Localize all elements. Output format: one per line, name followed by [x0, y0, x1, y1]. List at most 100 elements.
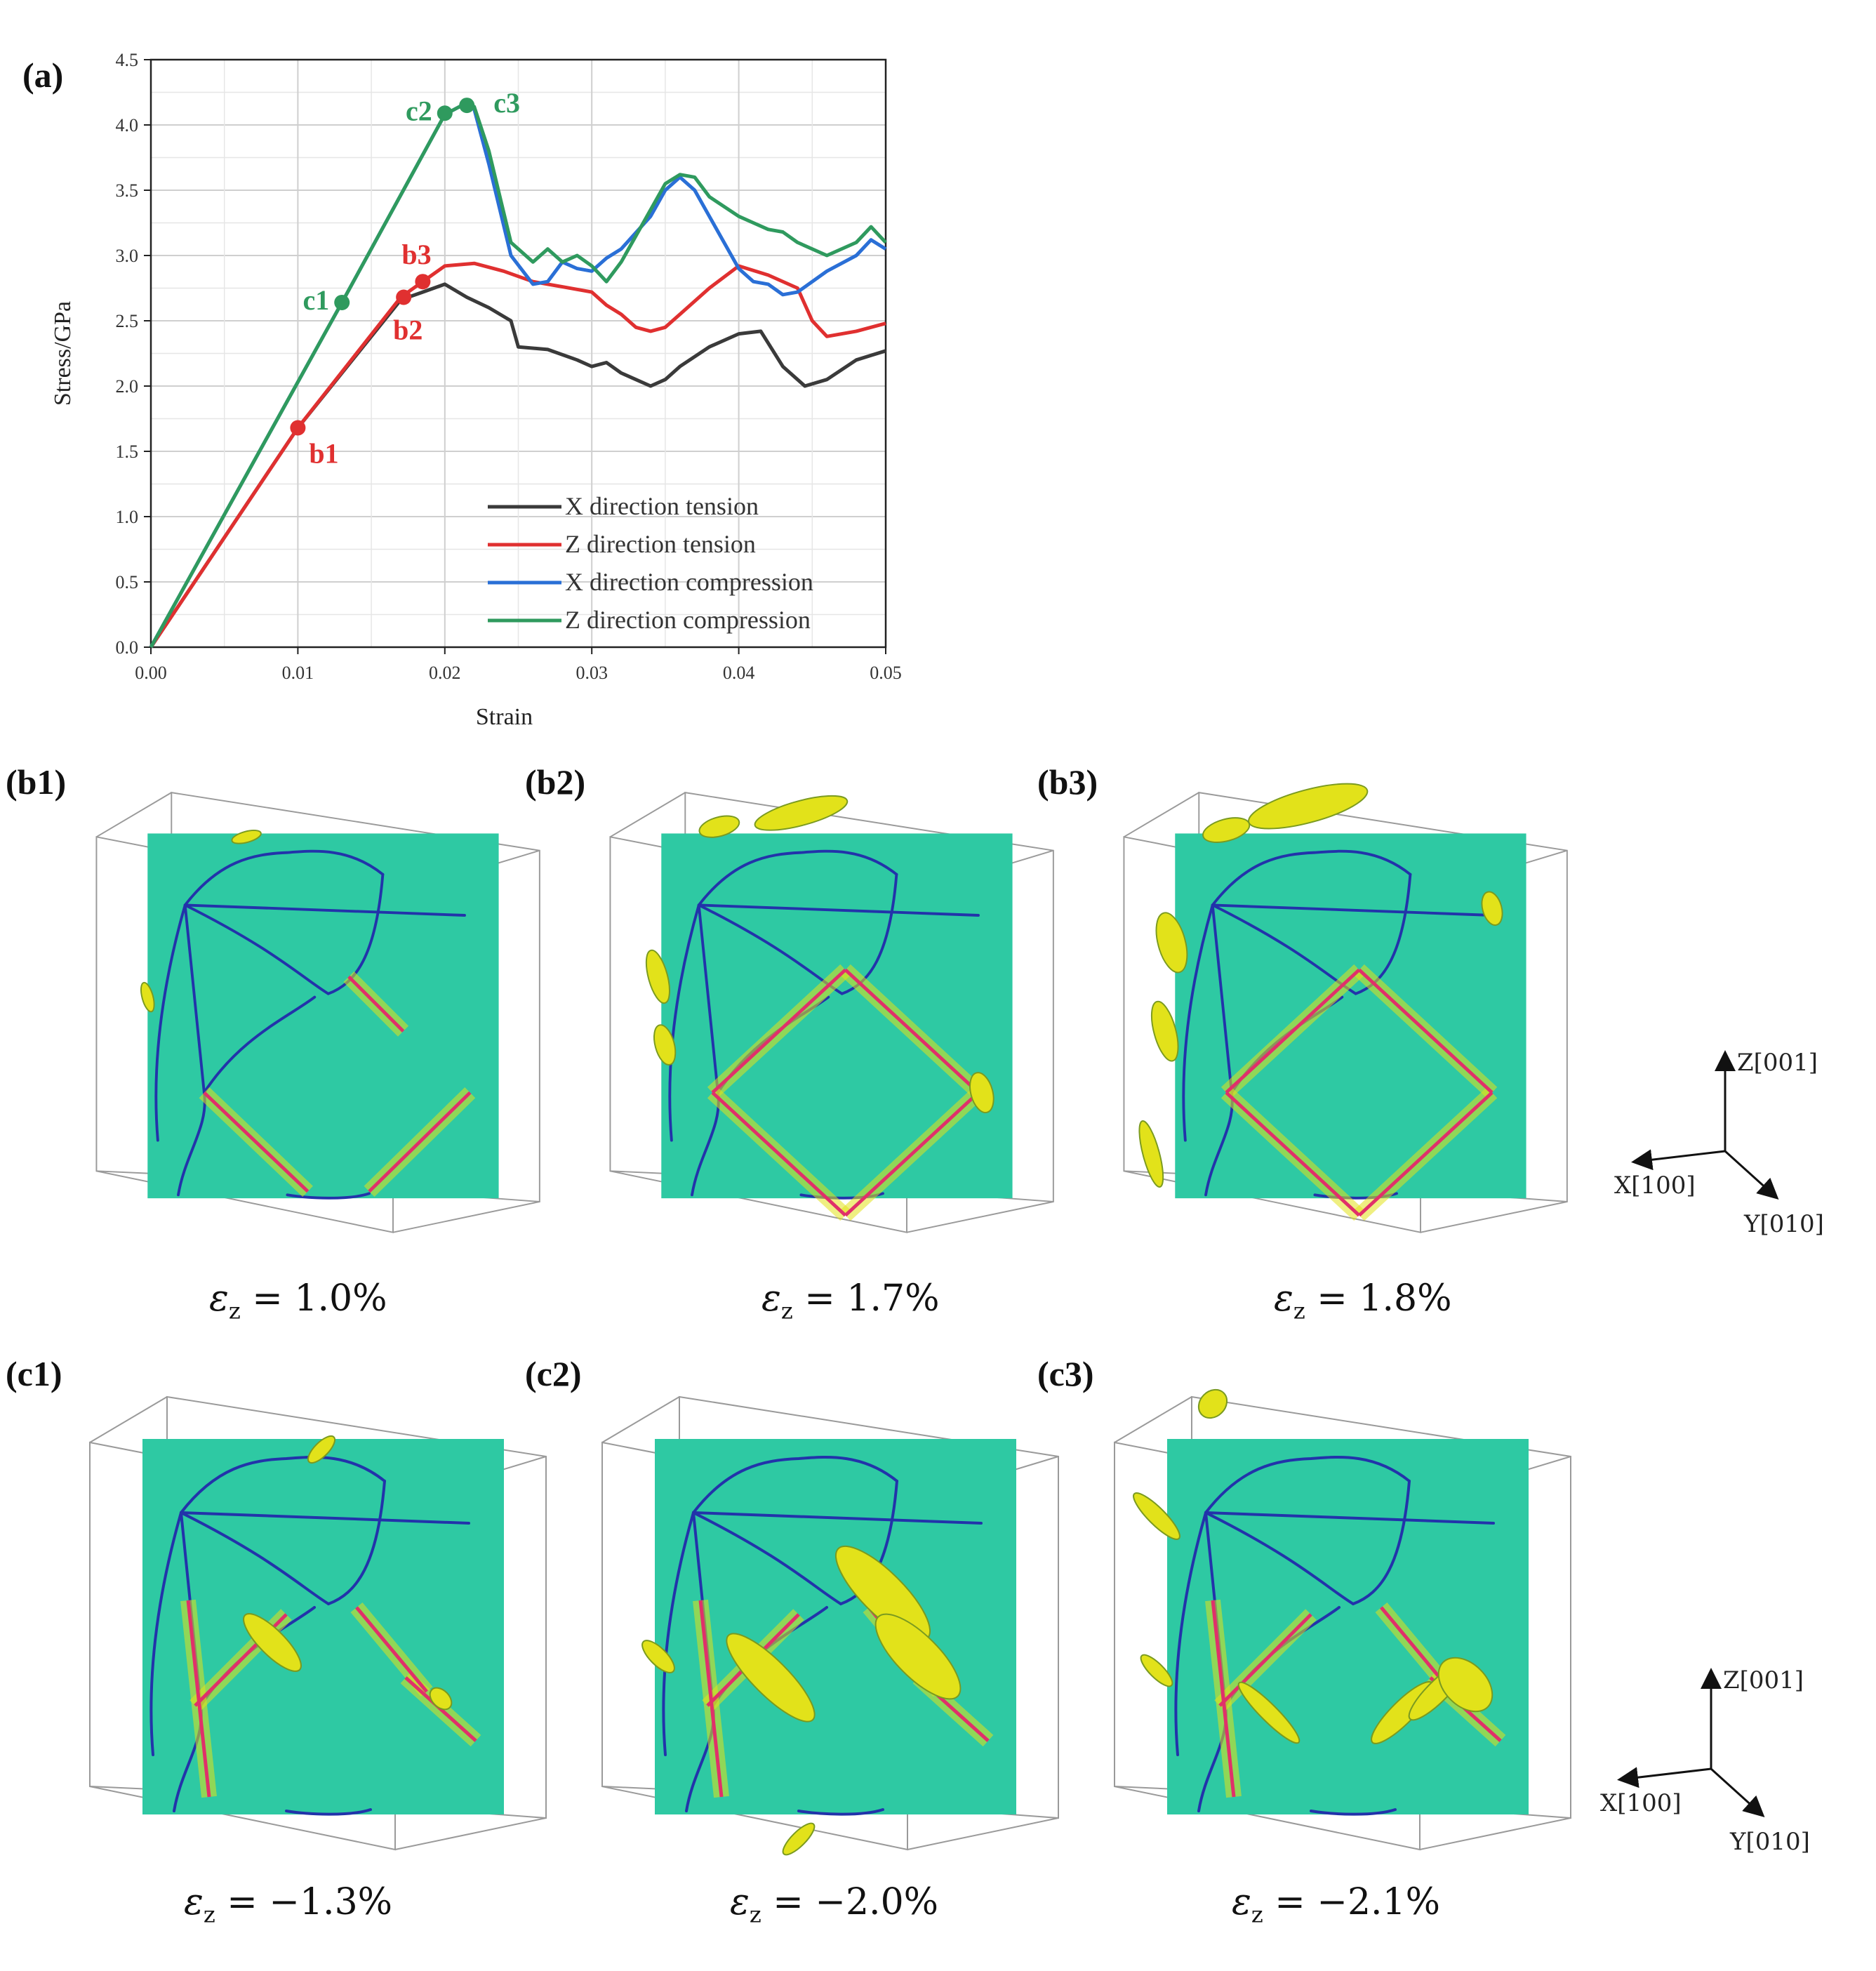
- twin-boundary: [186, 1600, 211, 1798]
- defect-cluster: [1133, 1492, 1180, 1540]
- grain-boundary: [1204, 1456, 1411, 1514]
- twin-boundary: [203, 1091, 310, 1193]
- legend-label-0: X direction tension: [565, 492, 759, 520]
- wireframe-edge: [95, 792, 172, 838]
- crystal-face: [1175, 833, 1526, 1199]
- axes-triad-bottom: Z[001] X[100] Y[010]: [1600, 1666, 1810, 1856]
- y-tick-label: 3.5: [116, 180, 139, 201]
- strain-label-b2: εz = 1.7%: [761, 1278, 940, 1325]
- annotation-point-c1: [334, 294, 350, 310]
- grain-boundary: [697, 872, 898, 995]
- plot-frame: [149, 58, 887, 649]
- legend-label-1: Z direction tension: [565, 530, 756, 558]
- defect-cluster: [1481, 891, 1503, 926]
- panel-label-a: (a): [22, 55, 64, 95]
- cube-b3: [1123, 783, 1568, 1233]
- wireframe-edge: [392, 1201, 540, 1233]
- grain-boundary: [1211, 872, 1412, 995]
- x-tick-label: 0.02: [429, 663, 461, 683]
- annotation-label-b2: b2: [393, 314, 423, 346]
- twin-boundary: [711, 968, 847, 1094]
- grain-boundary: [183, 872, 385, 995]
- defect-cluster: [698, 815, 740, 838]
- cube-group: [601, 1395, 1059, 1856]
- x-tick-label: 0.01: [282, 663, 314, 683]
- defect-cluster: [726, 1633, 816, 1723]
- grain-boundary: [797, 1808, 884, 1816]
- cube-group: [1114, 1388, 1571, 1851]
- grain-boundary: [180, 1456, 386, 1514]
- wireframe-edge: [1123, 792, 1199, 838]
- series-line-0: [149, 282, 886, 649]
- axes-triad-top: Z[001] X[100] Y[010]: [1614, 1049, 1824, 1238]
- y-tick-label: 3.0: [116, 246, 139, 266]
- twin-boundary: [711, 1091, 847, 1217]
- y-tick-label: 2.5: [116, 311, 139, 331]
- grain-boundary: [697, 903, 980, 917]
- grain-boundary: [286, 1192, 371, 1200]
- panel-label-b2: (b2): [525, 762, 586, 802]
- grain-boundary: [692, 1480, 898, 1606]
- panel-label-c2: (c2): [525, 1354, 582, 1393]
- grain-boundary: [1310, 1808, 1397, 1816]
- twin-boundary: [844, 968, 980, 1094]
- crystal-face: [661, 833, 1013, 1199]
- wireframe-edge: [1420, 1201, 1568, 1233]
- cube-c2: [601, 1395, 1059, 1856]
- y-tick-label: 4.5: [116, 50, 139, 70]
- y-tick-label: 0.5: [116, 572, 139, 592]
- defect-cluster: [653, 1024, 677, 1066]
- defect-cluster: [782, 1822, 816, 1856]
- x-axis-label: Strain: [476, 704, 533, 730]
- defect-cluster: [1155, 912, 1188, 974]
- cube-c3: [1114, 1388, 1571, 1851]
- defect-cluster: [1437, 1657, 1494, 1713]
- y-tick-label: 2.0: [116, 376, 139, 397]
- grain-boundary: [183, 849, 385, 907]
- strain-label-c3: εz = −2.1%: [1232, 1881, 1441, 1928]
- grain-boundary: [1211, 849, 1412, 907]
- defect-cluster: [874, 1613, 962, 1700]
- wireframe-edge: [906, 1201, 1054, 1233]
- twin-boundary: [1357, 1091, 1494, 1217]
- legend-label-3: Z direction compression: [565, 606, 811, 634]
- twin-boundary: [347, 975, 405, 1033]
- grain-boundary: [692, 1456, 898, 1514]
- annotation-label-c1: c1: [302, 284, 329, 316]
- y-tick-label: 1.0: [116, 507, 139, 527]
- wireframe-edge: [394, 1817, 547, 1850]
- panel-label-b3: (b3): [1037, 762, 1098, 802]
- wireframe-edge: [907, 1817, 1059, 1850]
- defect-cluster: [969, 1072, 994, 1113]
- series-line-3: [149, 100, 887, 649]
- strain-label-c2: εz = −2.0%: [730, 1881, 939, 1928]
- defect-cluster: [1197, 1388, 1228, 1419]
- defect-cluster: [1202, 817, 1251, 843]
- twin-boundary: [844, 1091, 980, 1217]
- wireframe-edge: [89, 1396, 168, 1443]
- grain-boundary: [1211, 903, 1494, 917]
- twin-boundary: [1211, 1600, 1236, 1798]
- strain-label-b3: εz = 1.8%: [1274, 1278, 1452, 1325]
- defect-cluster: [1248, 783, 1369, 830]
- cube-group: [89, 1395, 547, 1851]
- annotation-point-b3: [415, 274, 431, 290]
- grain-boundary: [1182, 903, 1214, 1142]
- defect-cluster: [641, 1640, 675, 1673]
- y-tick-label: 4.0: [116, 115, 139, 135]
- x-tick-label: 0.03: [576, 663, 608, 683]
- wireframe-edge: [609, 792, 686, 838]
- axis-z-label: Z[001]: [1737, 1049, 1818, 1077]
- y-tick-label: 0.0: [116, 637, 139, 658]
- grain-boundary: [692, 1511, 983, 1525]
- grain-boundary: [1204, 1511, 1495, 1525]
- x-tick-label: 0.00: [135, 663, 167, 683]
- annotation-label-b3: b3: [401, 239, 431, 270]
- annotation-label-c3: c3: [493, 87, 520, 119]
- twin-boundary: [368, 1091, 472, 1193]
- axis-z-label: Z[001]: [1723, 1666, 1804, 1694]
- annotation-point-c2: [437, 105, 453, 121]
- strain-label-c1: εz = −1.3%: [184, 1881, 393, 1928]
- grain-boundary: [668, 903, 700, 1142]
